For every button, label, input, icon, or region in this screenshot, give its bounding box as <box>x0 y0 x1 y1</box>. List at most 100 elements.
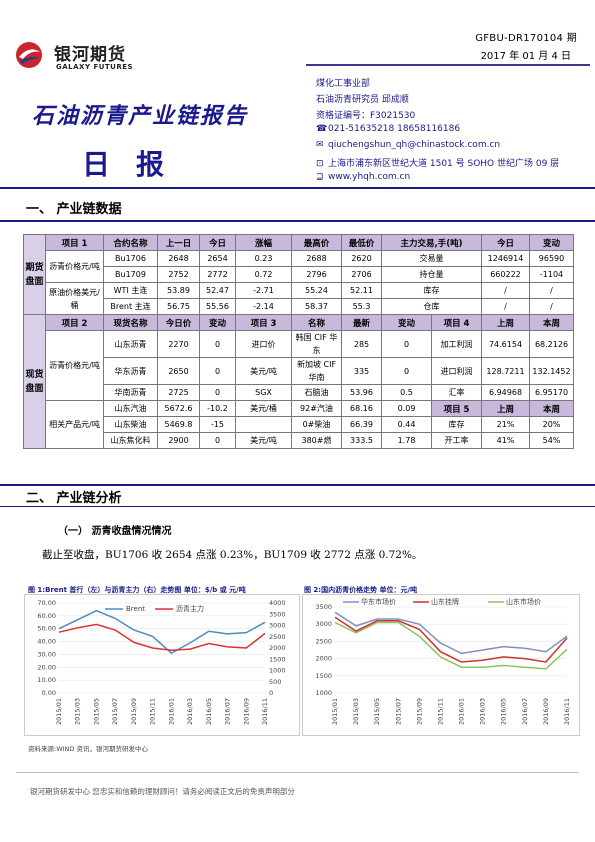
cell: 335 <box>341 357 382 385</box>
table-row: 沥青价格元/吨 山东沥青 2270 0 进口价 韩国 CIF 华东 285 0 … <box>24 330 574 401</box>
x-tick-label: 2015/01 <box>331 698 339 725</box>
author-phone-row: ☎021-51635218 18658116186 <box>316 124 460 134</box>
x-tick-label: 2015/11 <box>436 698 444 725</box>
futures-side-label: 期货盘面 <box>23 234 46 315</box>
y-tick-label: 2500 <box>315 637 332 645</box>
author-website[interactable]: www.yhqh.com.cn <box>328 172 411 182</box>
spot-header: 本周 <box>529 400 574 417</box>
cell: 库存 <box>381 282 482 299</box>
table-row: 山东焦化料 2900 0 美元/吨 380#燃 333.5 1.78 开工率 4… <box>24 432 574 449</box>
cell: 持仓量 <box>381 266 482 283</box>
x-tick-label: 2015/11 <box>149 698 157 725</box>
cell: 2900 <box>157 432 200 449</box>
cell: 55.56 <box>199 298 236 315</box>
cell: 华南沥青 <box>103 384 158 401</box>
web-icon: ⊒ <box>316 172 324 182</box>
legend-label: Brent <box>126 605 145 613</box>
cell: 53.96 <box>341 384 382 401</box>
cell: 0.09 <box>381 400 432 417</box>
cell: 58.37 <box>291 298 342 315</box>
cell: 53.89 <box>157 282 200 299</box>
spot-unit: 相关产品元/吨 <box>45 400 104 449</box>
y-left-tick-label: 10.00 <box>37 676 56 684</box>
cell: 2654 <box>199 250 236 267</box>
x-tick-label: 2016/05 <box>500 698 508 725</box>
cell: 54% <box>529 432 574 449</box>
spot-label: 美元/桶 <box>235 400 292 417</box>
cell: 新加坡 CIF 华南 <box>291 357 342 385</box>
cell: 66.39 <box>341 416 382 433</box>
cell: 交易量 <box>381 250 482 267</box>
cell: 山东焦化料 <box>103 432 158 449</box>
cell: Bu1709 <box>103 266 158 283</box>
futures-header: 涨幅 <box>235 234 292 251</box>
cell: 0 <box>381 330 432 358</box>
spot-header: 项目 2 <box>45 314 104 331</box>
table-row: 华南沥青 2725 0 SGX 石脑油 53.96 0.5 汇率 6.94968… <box>24 384 574 401</box>
table-row: 沥青价格元/吨 Bu1706 2648 2654 0.23 2688 2620 … <box>24 250 574 283</box>
spot-label: 美元/吨 <box>235 357 292 385</box>
cell: 2796 <box>291 266 342 283</box>
industry-data-table: 期货盘面 项目 1 合约名称 上一日 今日 涨幅 最高价 最低价 主力交易,手(… <box>23 234 574 449</box>
y-tick-label: 2000 <box>315 655 332 663</box>
cell: WTI 主连 <box>103 282 158 299</box>
cell: 0 <box>199 330 236 358</box>
cell: 0 <box>381 357 432 385</box>
cell: 96590 <box>529 250 574 267</box>
subsection-title: （一） 沥青收盘情况情况 <box>58 526 172 537</box>
x-tick-label: 2016/07 <box>521 698 529 725</box>
spot-header: 项目 5 <box>431 400 482 417</box>
author-email[interactable]: qiuchengshun_qh@chinastock.com.cn <box>328 140 501 150</box>
y-left-tick-label: 40.00 <box>37 638 56 646</box>
cell: 0 <box>199 357 236 385</box>
x-tick-label: 2016/01 <box>167 698 175 725</box>
spot-header: 上周 <box>481 400 530 417</box>
cell: 0 <box>199 384 236 401</box>
cell: 2648 <box>157 250 200 267</box>
cell: 55.24 <box>291 282 342 299</box>
author-phone: 021-51635218 18658116186 <box>328 124 461 134</box>
author-address: 上海市浦东新区世纪大道 1501 号 SOHO 世纪广场 09 层 <box>328 159 560 169</box>
cell: 山东柴油 <box>103 416 158 433</box>
cell: 52.47 <box>199 282 236 299</box>
spot-header: 变动 <box>381 314 432 331</box>
footer-text: 银河期货研发中心 您忠实和信赖的理财顾问！请务必阅读正文后的免责声明部分 <box>30 787 295 796</box>
cell: 0.5 <box>381 384 432 401</box>
cell: 128.7211 <box>481 357 530 385</box>
spot-header: 变动 <box>199 314 236 331</box>
futures-header: 主力交易,手(吨) <box>381 234 482 251</box>
x-tick-label: 2015/07 <box>111 698 119 725</box>
y-right-tick-label: 2000 <box>269 644 286 652</box>
table-row: 原油价格美元/桶 WTI 主连 53.89 52.47 -2.71 55.24 … <box>24 282 574 315</box>
x-tick-label: 2016/05 <box>205 698 213 725</box>
cell: -2.71 <box>235 282 292 299</box>
x-tick-label: 2015/05 <box>92 698 100 725</box>
cell: 132.1452 <box>529 357 574 385</box>
x-tick-label: 2016/03 <box>479 698 487 725</box>
spot-header: 现货名称 <box>103 314 158 331</box>
cell: 380#燃 <box>291 432 342 449</box>
y-right-tick-label: 1000 <box>269 667 286 675</box>
y-left-tick-label: 50.00 <box>37 625 56 633</box>
y-left-tick-label: 60.00 <box>37 612 56 620</box>
futures-header: 今日 <box>199 234 236 251</box>
cell: 2772 <box>199 266 236 283</box>
cell: 52.11 <box>341 282 382 299</box>
legend-label: 山东挂牌 <box>431 597 459 606</box>
cell: 68.2126 <box>529 330 574 358</box>
cell: 汇率 <box>431 384 482 401</box>
spot-header: 名称 <box>291 314 342 331</box>
table-row: 华东沥青 2650 0 美元/吨 新加坡 CIF 华南 335 0 进口利润 1… <box>24 357 574 385</box>
futures-unit: 沥青价格元/吨 <box>45 250 104 283</box>
futures-header: 上一日 <box>157 234 200 251</box>
spot-header: 今日价 <box>157 314 200 331</box>
legend-label: 山东市场价 <box>506 597 541 606</box>
cell: 韩国 CIF 华东 <box>291 330 342 358</box>
logo-name-en: GALAXY FUTURES <box>56 63 134 71</box>
y-right-tick-label: 0 <box>269 689 273 697</box>
x-tick-label: 2015/03 <box>352 698 360 725</box>
y-tick-label: 1500 <box>315 672 332 680</box>
author-license: 资格证编号：F3021530 <box>316 111 416 121</box>
phone-icon: ☎ <box>316 124 328 134</box>
cell: 库存 <box>431 416 482 433</box>
